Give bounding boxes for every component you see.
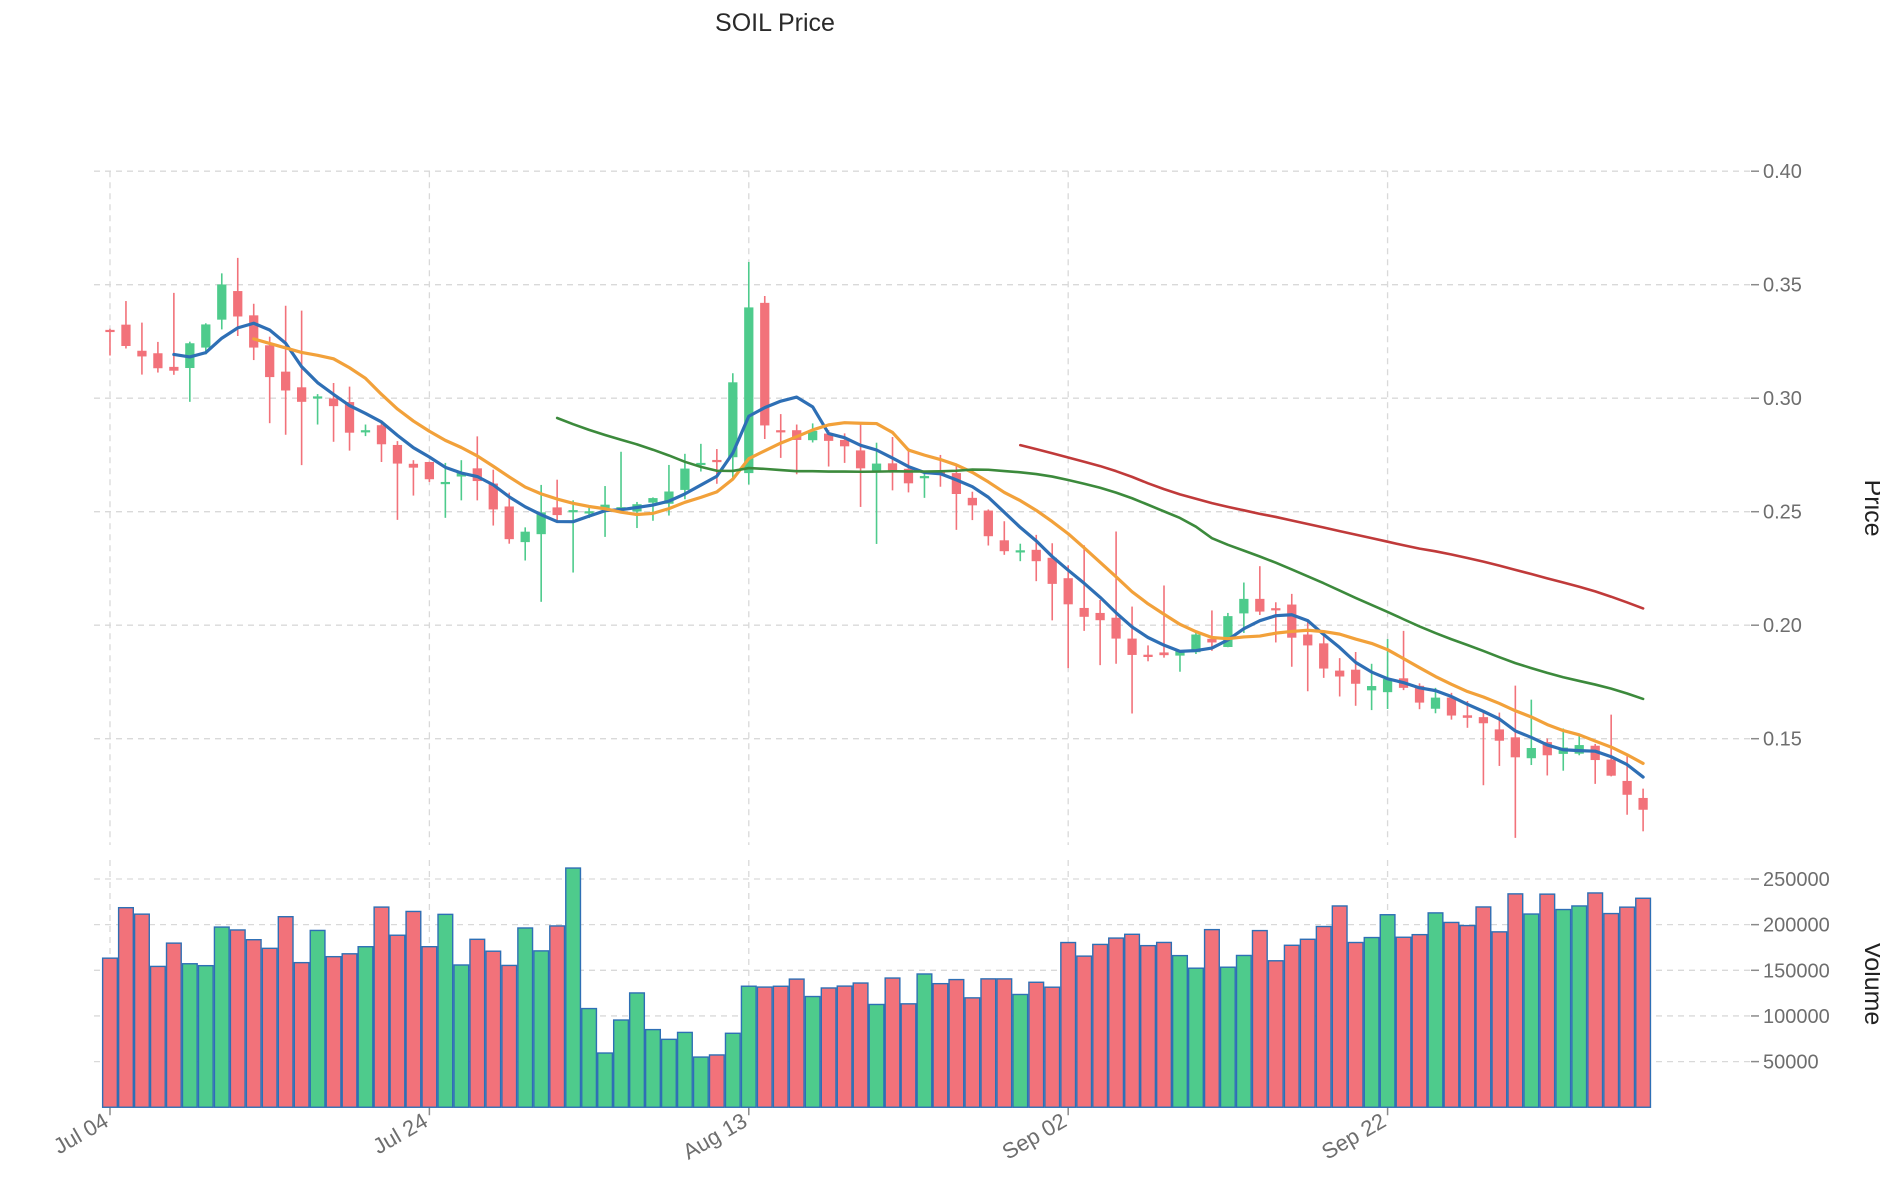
svg-text:0.25: 0.25 xyxy=(1763,502,1802,524)
svg-text:0.40: 0.40 xyxy=(1763,161,1802,183)
svg-text:150000: 150000 xyxy=(1763,960,1830,982)
svg-text:200000: 200000 xyxy=(1763,915,1830,937)
svg-text:50000: 50000 xyxy=(1763,1052,1819,1074)
svg-text:0.15: 0.15 xyxy=(1763,729,1802,751)
svg-text:100000: 100000 xyxy=(1763,1006,1830,1028)
svg-text:Price: Price xyxy=(1859,480,1880,537)
svg-text:0.35: 0.35 xyxy=(1763,275,1802,297)
svg-text:Volume: Volume xyxy=(1859,942,1880,1025)
svg-text:250000: 250000 xyxy=(1763,869,1830,891)
svg-text:Jul 04: Jul 04 xyxy=(49,1108,112,1159)
svg-text:Jul 24: Jul 24 xyxy=(369,1108,432,1159)
svg-text:Aug 13: Aug 13 xyxy=(678,1108,751,1165)
svg-text:Sep 22: Sep 22 xyxy=(1317,1108,1390,1165)
svg-text:Sep 02: Sep 02 xyxy=(998,1108,1071,1165)
svg-text:0.20: 0.20 xyxy=(1763,615,1802,637)
svg-text:0.30: 0.30 xyxy=(1763,388,1802,410)
